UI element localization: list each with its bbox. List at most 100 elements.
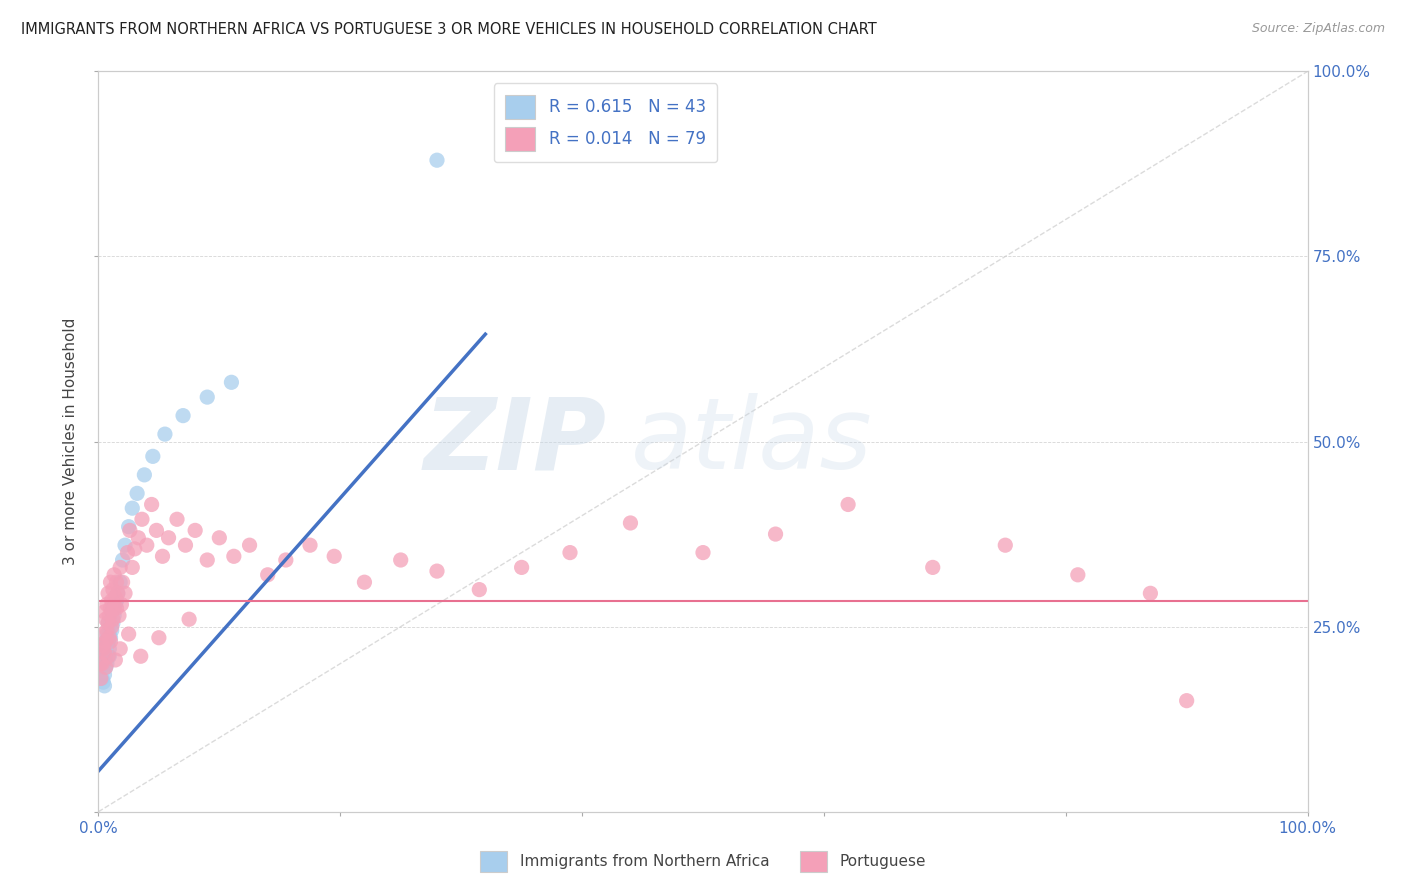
Point (172, 409, 194, 423)
Point (108, 560, 131, 574)
Point (104, 598, 127, 612)
Point (100, 624, 122, 638)
Point (1067, 567, 1090, 582)
Point (105, 593, 128, 607)
Point (118, 519, 141, 533)
Point (103, 608, 125, 623)
Point (98, 649, 121, 664)
Point (135, 538, 157, 552)
Point (105, 575, 128, 590)
Text: IMMIGRANTS FROM NORTHERN AFRICA VS PORTUGUESE 3 OR MORE VEHICLES IN HOUSEHOLD CO: IMMIGRANTS FROM NORTHERN AFRICA VS PORTU… (21, 22, 877, 37)
Point (101, 582, 124, 597)
Point (468, 582, 491, 597)
Point (97, 615, 120, 630)
Point (152, 549, 174, 564)
Point (91, 675, 114, 690)
Point (98, 627, 121, 641)
Point (97, 649, 120, 664)
Point (98, 608, 121, 623)
Point (96, 638, 118, 652)
Point (93, 679, 115, 693)
Point (142, 450, 165, 464)
Point (103, 567, 125, 582)
Point (184, 524, 207, 538)
Point (426, 564, 449, 578)
Point (195, 390, 218, 404)
Point (101, 615, 124, 630)
Point (90, 672, 112, 686)
Point (353, 575, 375, 590)
Point (208, 531, 231, 545)
Point (100, 619, 122, 633)
Point (91, 657, 114, 671)
Point (107, 586, 129, 600)
Point (100, 593, 122, 607)
Point (692, 546, 714, 560)
Point (93, 605, 115, 619)
Point (124, 541, 146, 556)
Point (90, 657, 112, 671)
Point (921, 560, 943, 574)
Point (96, 657, 118, 671)
Point (114, 586, 136, 600)
Point (94, 634, 117, 648)
Y-axis label: 3 or more Vehicles in Household: 3 or more Vehicles in Household (63, 318, 79, 566)
Point (558, 546, 581, 560)
Text: atlas: atlas (630, 393, 872, 490)
Point (510, 560, 533, 574)
Point (96, 598, 118, 612)
Point (141, 498, 163, 512)
Point (97, 615, 120, 630)
Point (195, 553, 218, 567)
Point (111, 575, 134, 590)
Point (110, 598, 132, 612)
Point (118, 627, 141, 641)
Point (101, 612, 124, 626)
Point (94, 612, 117, 626)
Point (93, 646, 115, 660)
Point (121, 560, 143, 574)
Point (101, 601, 124, 615)
Point (274, 553, 297, 567)
Point (96, 624, 118, 638)
Point (111, 553, 134, 567)
Point (127, 486, 149, 500)
Point (131, 512, 153, 526)
Point (100, 615, 122, 630)
Point (426, 153, 449, 168)
Point (153, 427, 176, 442)
Point (239, 538, 262, 552)
Point (179, 612, 201, 626)
Point (91, 638, 114, 652)
Point (91, 657, 114, 671)
Legend: R = 0.615   N = 43, R = 0.014   N = 79: R = 0.615 N = 43, R = 0.014 N = 79 (494, 83, 717, 162)
Point (90, 660, 112, 674)
Point (93, 667, 115, 681)
Point (100, 634, 122, 648)
Point (1175, 694, 1198, 708)
Point (98, 631, 121, 645)
Point (100, 601, 122, 615)
Point (121, 501, 143, 516)
Point (98, 641, 121, 656)
Point (100, 605, 122, 619)
Point (94, 634, 117, 648)
Point (94, 649, 117, 664)
Point (108, 641, 131, 656)
Point (148, 631, 170, 645)
Point (1139, 586, 1161, 600)
Point (256, 567, 278, 582)
Point (619, 516, 641, 530)
Point (91, 627, 114, 641)
Point (97, 634, 120, 648)
Point (96, 627, 118, 641)
Point (108, 575, 131, 590)
Point (129, 649, 152, 664)
Point (127, 531, 149, 545)
Point (994, 538, 1017, 552)
Point (114, 538, 136, 552)
Point (299, 538, 322, 552)
Text: Source: ZipAtlas.com: Source: ZipAtlas.com (1251, 22, 1385, 36)
Point (389, 553, 412, 567)
Point (765, 527, 787, 541)
